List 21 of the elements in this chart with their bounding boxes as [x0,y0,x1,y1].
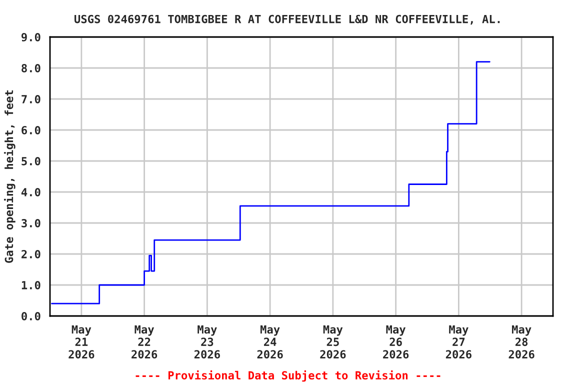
y-tick-label: 4.0 [21,188,40,196]
y-tick-label: 7.0 [22,94,40,104]
x-tick-label: May 22 2026 [132,325,158,359]
y-tick-label: 6.0 [22,126,40,134]
y-tick-label: 2.0 [22,250,40,258]
y-tick-label: 9.0 [22,32,40,42]
y-axis-title: Gate opening, height, feet [4,90,16,263]
x-tick-label: May 28 2026 [508,325,534,359]
y-tick-label: 0.0 [22,312,40,320]
text: ---- Provisional Data Subject to Revision ---- [136,370,440,382]
x-tick-label: May 21 2026 [68,325,94,359]
x-tick-label: May 27 2026 [446,325,472,359]
x-tick-label: May 24 2026 [257,325,283,359]
y-tick-label: 1.0 [22,280,40,290]
x-tick-label: May 26 2026 [383,325,409,359]
y-tick-label: 8.0 [22,64,40,72]
x-tick-label: May 23 2026 [194,325,220,359]
y-tick-label: 5.0 [22,156,40,166]
x-tick-label: May 25 2026 [320,325,346,359]
chart-title: USGS 02469761 TOMBIGBEE R AT COFFEEVILLE L&D NR COFFEEVILLE, AL. [74,14,500,25]
y-tick-label: 3.0 [22,218,40,228]
